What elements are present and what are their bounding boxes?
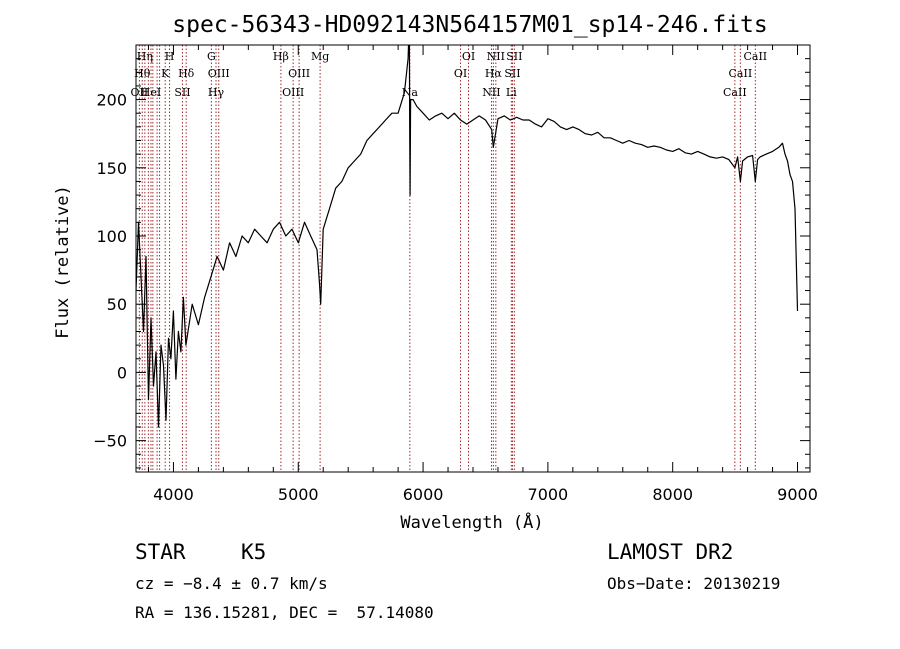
line-marker-label: OIII xyxy=(288,67,310,80)
x-axis: 4000 5000 6000 7000 8000 9000 xyxy=(147,45,818,504)
y-tick-label: 200 xyxy=(96,91,127,110)
line-marker-label: SII xyxy=(174,86,190,99)
x-tick-label: 6000 xyxy=(403,485,444,504)
spectrum-line xyxy=(136,45,799,428)
x-tick-label: 9000 xyxy=(777,485,818,504)
line-marker-label: NII xyxy=(487,50,505,63)
line-marker-label: CaII xyxy=(729,67,753,80)
y-tick-label: 50 xyxy=(107,295,127,314)
redshift-cz: cz = −8.4 ± 0.7 km/s xyxy=(135,574,328,593)
y-axis-label: Flux (relative) xyxy=(53,185,73,339)
line-marker-label: Hδ xyxy=(178,67,195,80)
line-marker-label: OI xyxy=(462,50,475,63)
line-labels-layer: OIIHθHηHeIKHSIIHδGHγOIIIHβOIIIOIIIMgNaOI… xyxy=(131,50,768,99)
line-marker-label: SII xyxy=(504,67,520,80)
line-marker-label: Li xyxy=(506,86,517,99)
line-marker-label: K xyxy=(161,67,170,80)
line-marker-label: Hα xyxy=(485,67,503,80)
line-markers-layer xyxy=(138,45,756,472)
line-marker-label: OIII xyxy=(208,67,230,80)
x-tick-label: 8000 xyxy=(652,485,693,504)
object-class: STAR xyxy=(135,540,186,564)
line-marker-label: NII xyxy=(482,86,500,99)
x-tick-label: 4000 xyxy=(153,485,194,504)
x-axis-label: Wavelength (Å) xyxy=(400,511,543,533)
y-tick-label: 150 xyxy=(96,159,127,178)
observation-date: Obs−Date: 20130219 xyxy=(607,574,781,593)
line-marker-label: OI xyxy=(454,67,467,80)
line-marker-label: HeI xyxy=(141,86,161,99)
line-marker-label: CaII xyxy=(743,50,767,63)
survey-name: LAMOST DR2 xyxy=(607,540,734,564)
y-tick-label: 100 xyxy=(96,227,127,246)
y-tick-label: −50 xyxy=(93,432,127,451)
line-marker-label: H xyxy=(165,50,175,63)
line-marker-label: Hη xyxy=(137,50,153,63)
y-tick-label: 0 xyxy=(117,363,127,382)
line-marker-label: Hθ xyxy=(134,67,151,80)
object-subclass: K5 xyxy=(241,540,267,564)
x-tick-label: 5000 xyxy=(278,485,319,504)
line-marker-label: Hβ xyxy=(273,50,289,63)
line-marker-label: Mg xyxy=(311,50,329,63)
series-layer xyxy=(136,45,799,428)
line-marker-label: Hγ xyxy=(208,86,225,99)
line-marker-label: OII xyxy=(131,86,149,99)
coordinates: RA = 136.15281, DEC = 57.14080 xyxy=(135,603,434,622)
chart-title: spec-56343-HD092143N564157M01_sp14-246.f… xyxy=(172,12,767,38)
plot-frame xyxy=(135,44,811,473)
line-marker-label: G xyxy=(207,50,216,63)
x-tick-label: 7000 xyxy=(528,485,569,504)
y-axis: −50 0 50 100 150 200 xyxy=(93,44,810,469)
line-marker-label: SII xyxy=(506,50,522,63)
line-marker-label: Na xyxy=(402,86,419,99)
line-marker-label: OIII xyxy=(282,86,304,99)
line-marker-label: CaII xyxy=(723,86,747,99)
